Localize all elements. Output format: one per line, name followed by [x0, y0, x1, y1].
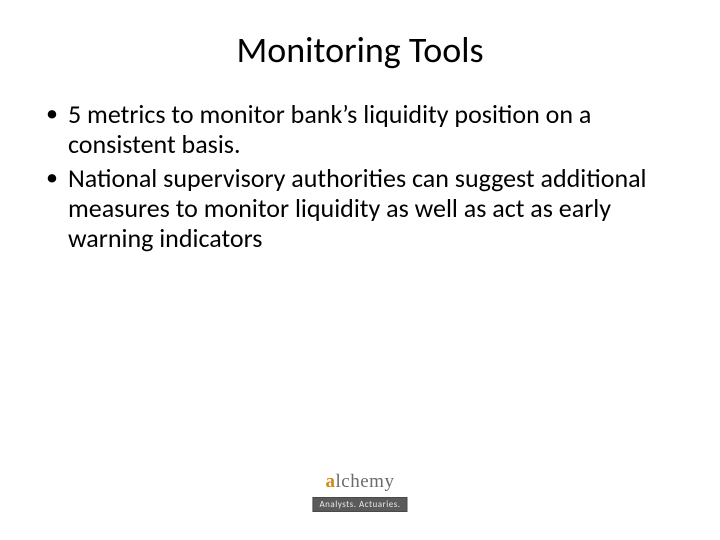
logo-tagline: Analysts. Actuaries. [312, 497, 407, 512]
logo-letter-a: a [326, 471, 336, 492]
footer-logo: alchemy Analysts. Actuaries. [312, 471, 407, 512]
list-item: National supervisory authorities can sug… [68, 164, 690, 254]
slide: Monitoring Tools 5 metrics to monitor ba… [0, 0, 720, 540]
logo-brand-rest: lchemy [336, 471, 395, 492]
bullet-list: 5 metrics to monitor bank’s liquidity po… [30, 100, 690, 253]
slide-title: Monitoring Tools [30, 28, 690, 72]
list-item: 5 metrics to monitor bank’s liquidity po… [68, 100, 690, 160]
logo-brand: alchemy [312, 471, 407, 493]
